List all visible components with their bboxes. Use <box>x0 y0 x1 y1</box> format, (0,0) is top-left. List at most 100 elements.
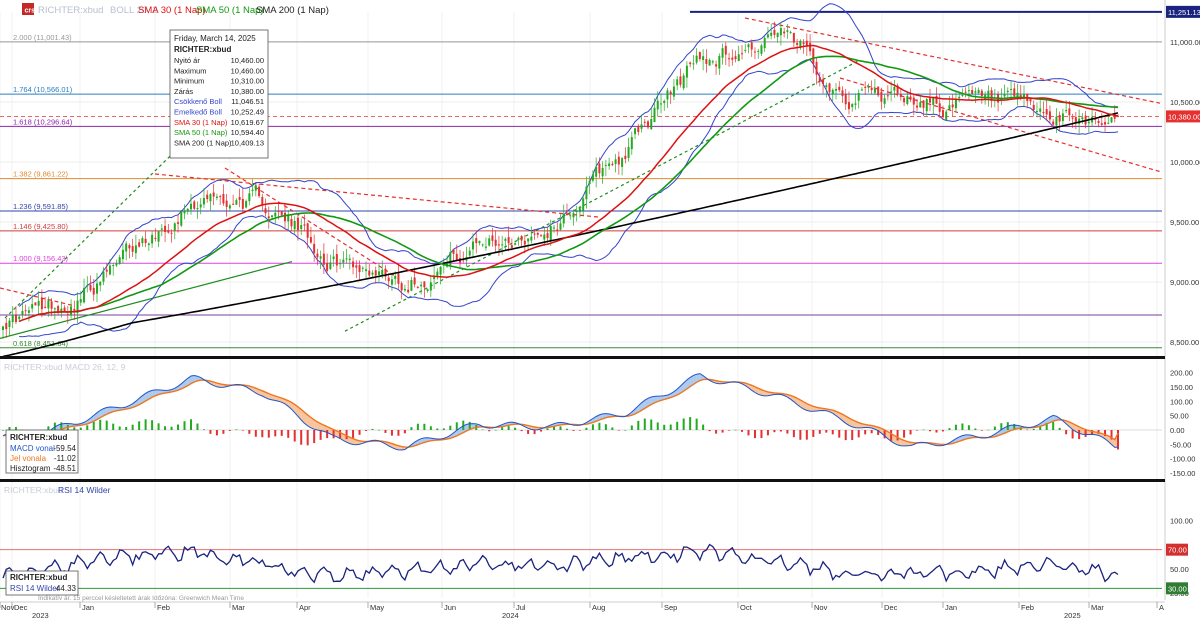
candle-body <box>63 307 66 312</box>
candle-body <box>971 89 974 94</box>
uptrend-line[interactable] <box>4 145 181 319</box>
candle-body <box>630 137 633 150</box>
candle-body <box>1058 115 1061 122</box>
histogram-bar <box>86 425 89 430</box>
downtrend-line[interactable] <box>224 167 396 277</box>
histogram-bar <box>715 430 718 434</box>
candle-body <box>245 201 248 208</box>
candle-body <box>202 198 205 205</box>
histogram-bar <box>611 427 614 430</box>
histogram-bar <box>961 423 964 430</box>
sma30-legend[interactable]: SMA 30 (1 Nap) <box>138 5 206 16</box>
macd-panel[interactable]: RICHTER:xbud MACD 26, 12, 9 200.00 150.00… <box>0 362 1195 478</box>
candle-body <box>977 89 980 94</box>
histogram-bar <box>857 430 860 438</box>
macd-fill-segment <box>190 375 195 384</box>
candle-body <box>614 159 617 164</box>
candle-body <box>115 263 118 266</box>
histogram-bar <box>319 430 322 440</box>
candle-body <box>254 185 257 191</box>
candle-body <box>1081 117 1084 120</box>
macd-fill-segment <box>803 401 807 411</box>
candle-body <box>708 59 711 66</box>
candle-body <box>164 225 167 233</box>
histogram-bar <box>384 430 387 433</box>
macd-line[interactable] <box>2 373 1119 451</box>
histogram-bar <box>818 430 821 434</box>
histogram-bar <box>1058 427 1061 430</box>
candle-body <box>99 281 102 286</box>
sma30-line[interactable] <box>18 44 1119 323</box>
candle-body <box>31 304 34 309</box>
x-axis: Nov Dec Jan Feb Mar Apr May Jun Jul Aug Sep Oct Nov D… <box>0 601 1165 619</box>
macd-tick-label: 0.00 <box>1170 426 1185 435</box>
candle-body <box>1023 94 1026 99</box>
candle-body <box>283 212 286 222</box>
histogram-bar <box>345 430 348 440</box>
candle-body <box>300 224 303 230</box>
rsi-panel[interactable]: RICHTER:xbud RSI 14 Wilder 100.0050.0025… <box>0 485 1193 598</box>
candle-body <box>92 287 95 295</box>
candle-body <box>377 271 380 275</box>
candle-body <box>715 64 718 67</box>
candle-body <box>786 30 789 32</box>
histogram-bar <box>909 430 912 435</box>
histogram-bar <box>313 430 316 444</box>
histogram-bar <box>92 421 95 430</box>
histogram-bar <box>514 427 517 430</box>
histogram-bar <box>215 430 218 436</box>
candle-body <box>877 86 880 96</box>
macd-fill-segment <box>648 397 652 407</box>
candle-body <box>653 107 656 123</box>
downtrend-line[interactable] <box>744 17 1161 104</box>
histogram-bar <box>429 426 432 430</box>
macd-tick-label: -150.00 <box>1170 469 1195 478</box>
candle-body <box>27 310 30 313</box>
sma50-line[interactable] <box>28 55 1119 319</box>
bollinger-lower-line[interactable] <box>19 59 1119 338</box>
candle-body <box>789 32 792 34</box>
histogram-bar <box>112 423 115 430</box>
resistance-badge <box>1166 5 1200 18</box>
downtrend-line[interactable] <box>154 173 601 218</box>
histogram-bar <box>993 426 996 430</box>
candle-body <box>799 40 802 48</box>
tooltip-row-value: 10,380.00 <box>231 87 264 96</box>
candle-body <box>232 203 235 205</box>
downtrend-line[interactable] <box>0 287 76 307</box>
panel-separator[interactable] <box>0 479 1165 482</box>
signal-line[interactable] <box>2 378 1119 448</box>
candle-body <box>734 56 737 60</box>
histogram-bar <box>293 430 296 442</box>
candle-body <box>961 94 964 96</box>
candle-body <box>896 85 899 94</box>
candle-body <box>617 156 620 165</box>
candle-body <box>186 208 189 212</box>
macd-fill-segment <box>317 421 321 431</box>
candle-body <box>666 90 669 100</box>
macd-fill-segment <box>304 412 308 426</box>
x-tick-label: Apr <box>299 603 311 612</box>
chart-header: crs RICHTER:xbud BOLL 20, 2 SMA 30 (1 Na… <box>22 3 329 16</box>
candle-body <box>212 192 215 197</box>
histogram-bar <box>1071 430 1074 439</box>
candle-body <box>488 238 491 246</box>
uptrend-line[interactable] <box>0 261 293 339</box>
candle-body <box>280 211 283 216</box>
panel-separator[interactable] <box>0 356 1165 359</box>
histogram-bar <box>248 430 251 434</box>
rsi-line[interactable] <box>2 543 1119 584</box>
sma200-legend[interactable]: SMA 200 (1 Nap) <box>256 5 329 16</box>
x-tick-label: Dec <box>14 603 28 612</box>
candle-body <box>225 200 228 207</box>
histogram-bar <box>377 429 380 431</box>
histogram-bar <box>365 430 368 431</box>
sma200-line[interactable] <box>2 112 1119 358</box>
rsi-header-instrument: RICHTER:xbud <box>4 485 63 495</box>
sma50-legend[interactable]: SMA 50 (1 Nap) <box>196 5 264 16</box>
histogram-bar <box>786 430 789 434</box>
candle-body <box>387 277 390 282</box>
price-panel[interactable]: 2.000 (11,001.43) 1.764 (10,566.01) 1.618 … <box>0 0 1200 600</box>
candle-body <box>374 270 377 276</box>
